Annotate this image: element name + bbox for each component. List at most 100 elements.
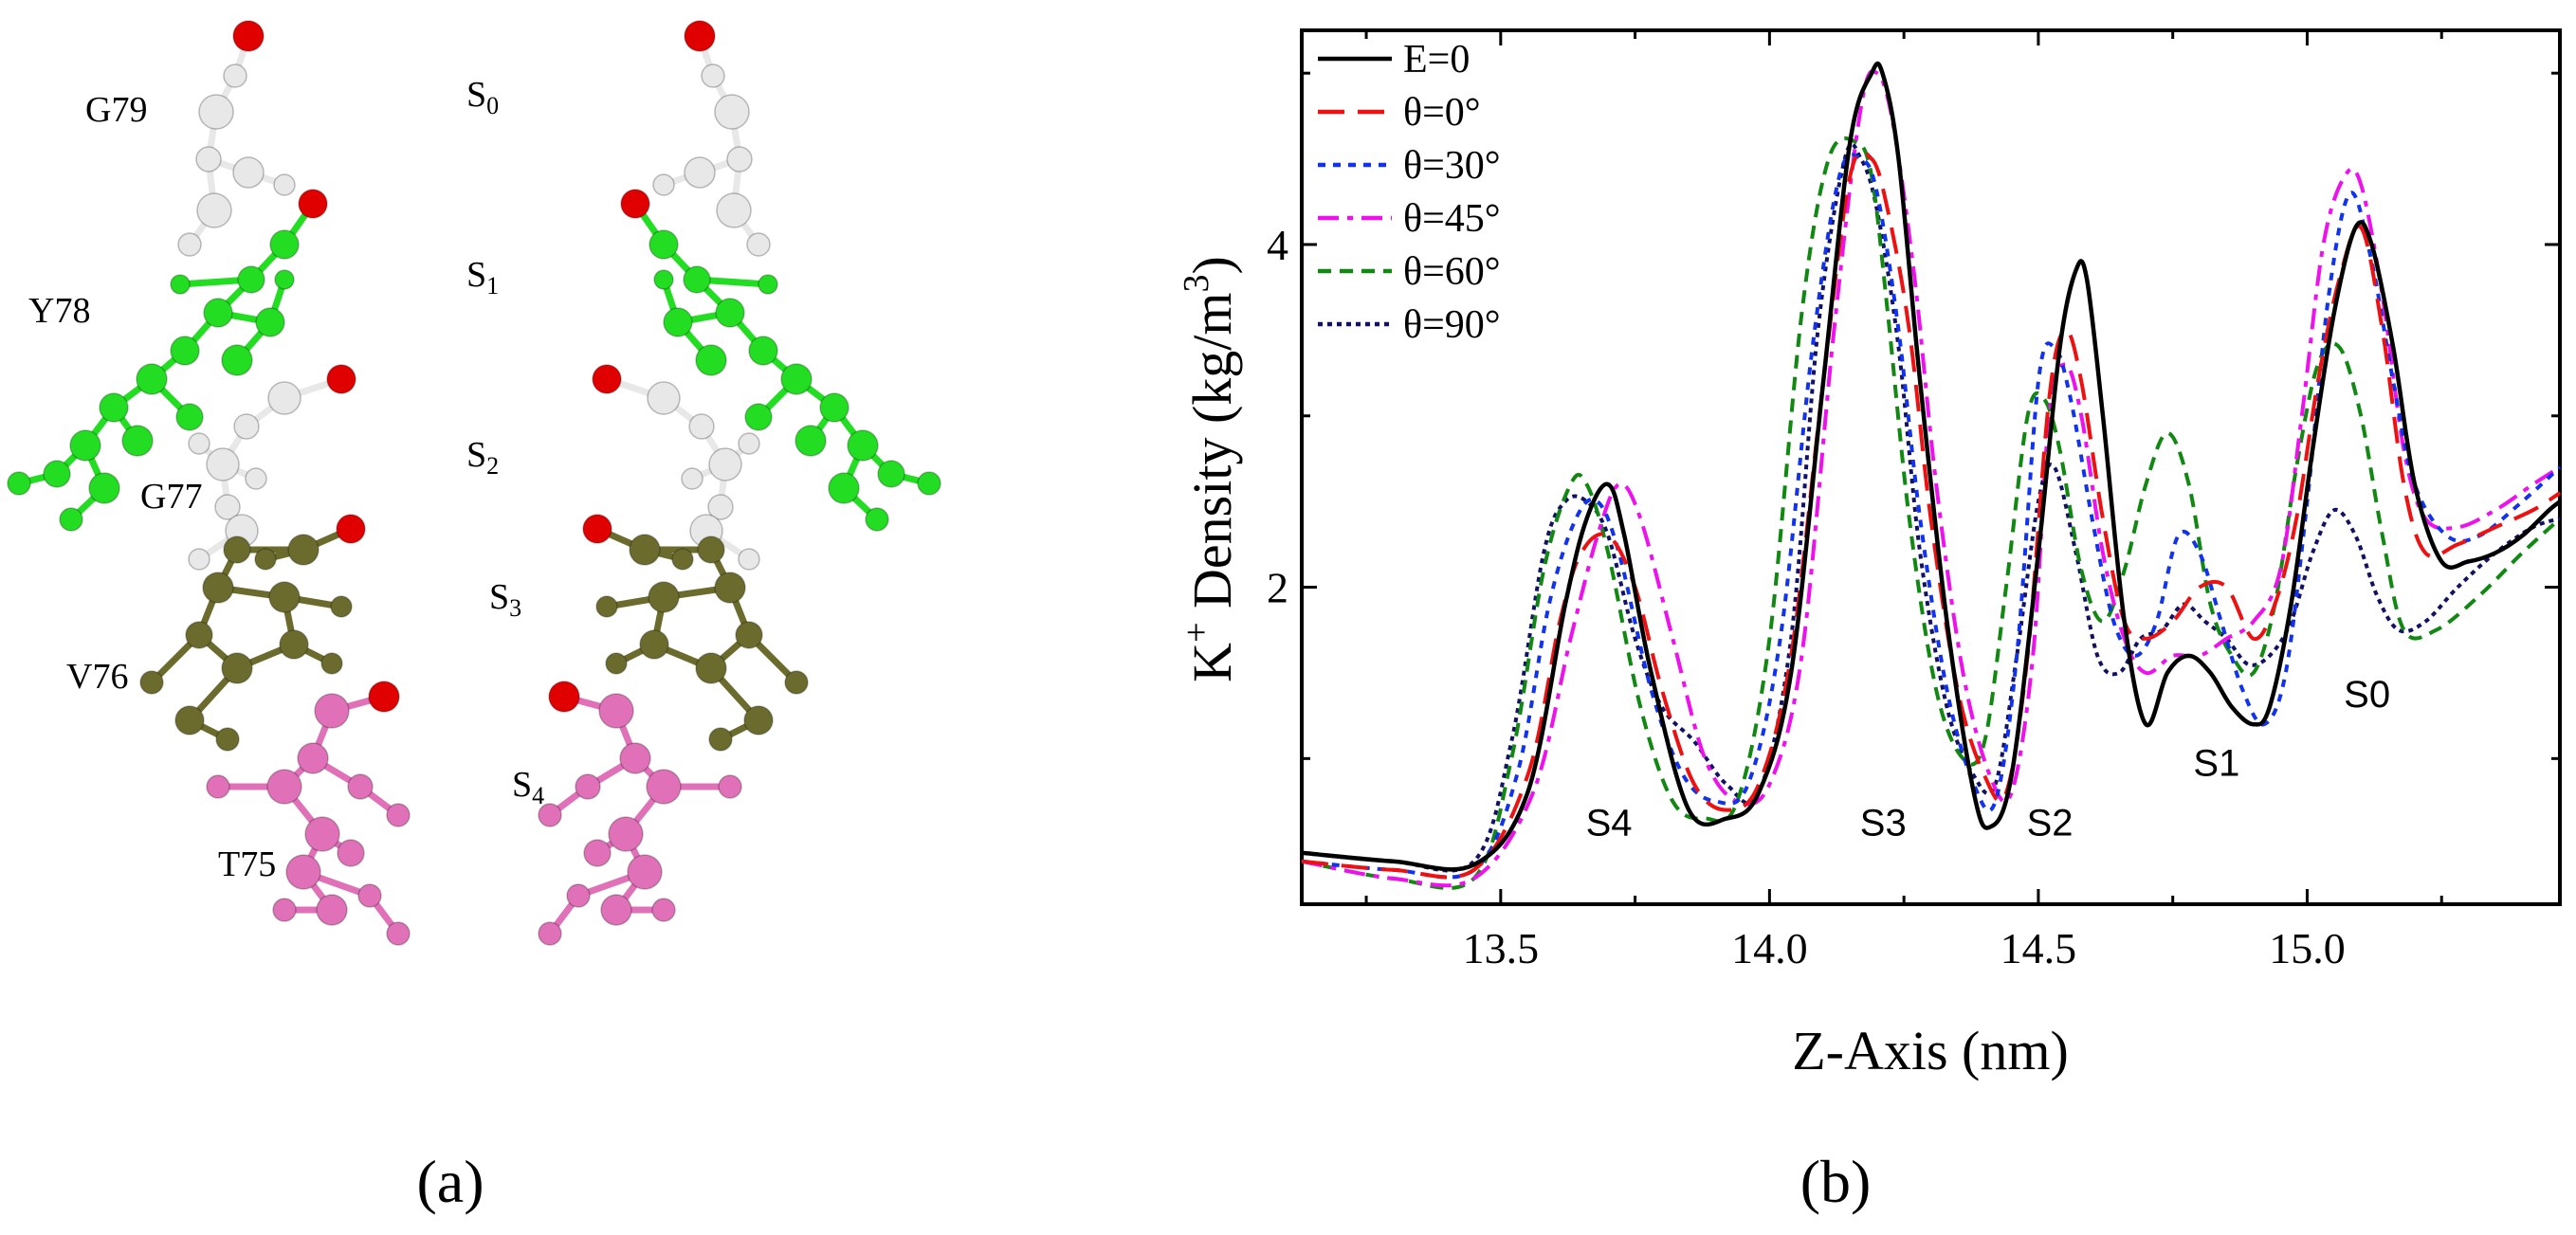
series-line-e-0	[1301, 61, 2562, 872]
site-label-s2: S2	[466, 435, 499, 480]
y78-atom	[695, 344, 727, 376]
t75-atom	[357, 883, 382, 908]
y78-atom	[43, 460, 71, 488]
v76-atom	[287, 534, 320, 566]
y78-atom	[99, 392, 129, 423]
y78-atom	[917, 471, 941, 496]
y78-atom	[877, 460, 905, 488]
v76-atom	[221, 652, 253, 684]
v76-atom	[697, 536, 725, 564]
series-line--45-	[1301, 69, 2562, 888]
t75-atom	[314, 693, 350, 729]
g79-atom	[198, 94, 234, 130]
t75-atom	[538, 803, 562, 827]
t75-atom	[718, 774, 742, 799]
y78-atom	[744, 403, 773, 431]
t75-atom	[272, 898, 297, 922]
v76-atom	[639, 629, 669, 660]
site-label-s1: S1	[466, 255, 499, 300]
site-annotation: S3	[1860, 803, 1907, 845]
g77-atom	[214, 494, 241, 520]
legend-label: θ=45°	[1403, 197, 1501, 241]
g77-atom	[738, 432, 760, 455]
x-tick-label: 13.5	[1463, 924, 1540, 972]
v76-atom	[336, 514, 366, 544]
legend-label: E=0	[1403, 38, 1470, 82]
v76-atom	[605, 652, 628, 675]
g77-atom	[267, 381, 301, 415]
site-annotation: S4	[1586, 803, 1633, 845]
g77-atom	[206, 447, 240, 481]
v76-atom	[784, 670, 809, 695]
legend-label: θ=30°	[1403, 144, 1501, 188]
y-axis-label: K+ Density (kg/m3)	[1177, 256, 1243, 682]
t75-atom	[297, 742, 329, 774]
g79-atom	[177, 232, 202, 257]
t75-atom	[206, 774, 230, 799]
series-line--60-	[1301, 136, 2562, 890]
legend-label: θ=60°	[1403, 250, 1501, 294]
g77-atom	[688, 413, 715, 440]
y78-atom	[69, 429, 101, 462]
y78-atom	[819, 392, 850, 423]
site-label-s4: S4	[512, 765, 544, 809]
g77-atom	[647, 381, 681, 415]
density-chart: 13.5 14.0 14.5 15.0 2 4 S4 S3 S2 S1 S0 E=0 θ=0° θ=3…	[1177, 28, 2562, 1215]
v76-atom	[595, 595, 618, 618]
g79-atom	[684, 156, 716, 189]
g79-atom	[196, 192, 232, 228]
t75-atom	[575, 773, 601, 800]
t75-atom	[337, 839, 365, 867]
g79-atom	[195, 146, 222, 173]
panel-a-caption: (a)	[416, 1148, 484, 1215]
panel-b-caption: (b)	[1800, 1148, 1872, 1215]
y78-atom	[748, 336, 778, 366]
t75-atom	[608, 816, 644, 852]
y78-atom	[828, 472, 860, 504]
y78-atom	[847, 429, 879, 462]
v76-atom	[714, 572, 746, 604]
g79-atom	[223, 64, 247, 88]
v76-atom	[254, 548, 277, 571]
y78-atom	[865, 507, 889, 532]
y78-atom	[121, 425, 154, 457]
y78-atom	[715, 298, 745, 328]
residue-label-g79: G79	[85, 90, 147, 130]
molecule-illustration: G79 Y78 G77 V76 T75 S0 S1 S2 S3 S4 (a)	[7, 20, 941, 1215]
t75-atom	[651, 898, 676, 922]
t75-atom	[386, 921, 411, 946]
y78-atom	[88, 472, 120, 504]
t75-atom	[583, 839, 612, 867]
y78-atom	[59, 507, 83, 532]
tick-labels: 13.5 14.0 14.5 15.0 2 4	[1267, 221, 2346, 972]
v76-atom	[330, 595, 353, 618]
panel-a-molecule: G79 Y78 G77 V76 T75 S0 S1 S2 S3 S4 (a)	[0, 0, 1223, 1230]
g77-atom	[681, 467, 703, 490]
site-annotations: S4 S3 S2 S1 S0	[1586, 674, 2391, 845]
t75-atom	[548, 681, 580, 713]
molecule-atoms	[7, 20, 941, 946]
g77-atom	[738, 548, 760, 571]
t75-atom	[347, 773, 374, 800]
x-tick-label: 14.0	[1731, 924, 1808, 972]
v76-atom	[185, 621, 213, 649]
y78-atom	[620, 189, 650, 219]
v76-atom	[202, 572, 234, 604]
g79-atom	[273, 173, 296, 196]
t75-atom	[538, 921, 562, 946]
y78-atom	[221, 344, 253, 376]
g77-atom	[326, 364, 356, 394]
v76-atom	[279, 629, 309, 660]
t75-atom	[266, 769, 302, 805]
y78-atom	[653, 269, 674, 290]
g77-atom	[233, 413, 260, 440]
v76-atom	[582, 514, 612, 544]
y78-atom	[663, 307, 693, 337]
v76-atom	[671, 548, 694, 571]
g79-atom	[726, 146, 753, 173]
g77-atom	[245, 467, 267, 490]
g79-atom	[714, 94, 750, 130]
t75-atom	[646, 769, 682, 805]
g79-atom	[701, 64, 725, 88]
series-line--30-	[1301, 153, 2562, 880]
